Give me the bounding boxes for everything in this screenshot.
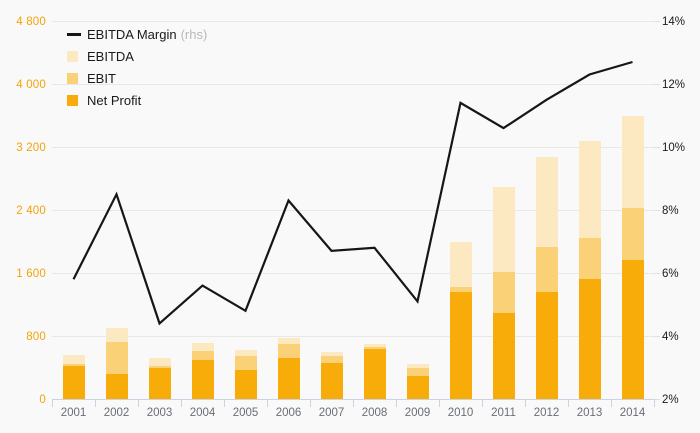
x-axis-label: 2010: [447, 407, 474, 419]
bar-segment-net-profit-2003: [148, 367, 171, 399]
x-axis-label: 2009: [404, 407, 431, 419]
bar-segment-net-profit-2013: [578, 279, 601, 399]
bar-segment-net-profit-2008: [363, 348, 386, 399]
x-axis-label: 2007: [318, 407, 345, 419]
x-axis-tick: [138, 400, 139, 407]
x-axis-label: 2005: [232, 407, 259, 419]
x-axis-line: [52, 399, 655, 400]
legend-item-ebitda-margin: EBITDA Margin (rhs): [67, 26, 207, 42]
legend-label-ebitda: EBITDA: [87, 48, 134, 64]
y-axis-tick-right: [654, 84, 660, 85]
y-axis-tick-right: [654, 399, 660, 400]
bar-segment-net-profit-2011: [492, 313, 515, 399]
x-axis-label: 2003: [146, 407, 173, 419]
bar-segment-net-profit-2002: [105, 374, 128, 399]
legend-item-net-profit: Net Profit: [67, 92, 207, 108]
x-axis-tick: [439, 400, 440, 407]
x-axis-tick: [310, 400, 311, 407]
gridline: [52, 147, 654, 148]
y-axis-label-right: 14%: [662, 15, 686, 28]
y-axis-tick-right: [654, 147, 660, 148]
x-axis-tick: [654, 400, 655, 407]
bar-segment-net-profit-2009: [406, 376, 429, 399]
line-swatch-icon: [67, 32, 81, 36]
x-axis-label: 2011: [491, 407, 516, 419]
x-axis-label: 2012: [533, 407, 560, 419]
y-axis-tick-right: [654, 273, 660, 274]
x-axis-label: 2001: [60, 407, 87, 419]
gridline: [52, 21, 654, 22]
y-axis-label-left: 2 400: [16, 204, 46, 217]
bar-segment-net-profit-2007: [320, 362, 343, 399]
gridline: [52, 210, 654, 211]
x-axis-label: 2008: [361, 407, 388, 419]
x-axis-tick: [224, 400, 225, 407]
legend: EBITDA Margin (rhs) EBITDA EBIT Net Prof…: [67, 26, 207, 114]
y-axis-label-right: 2%: [662, 393, 679, 406]
x-axis-tick: [181, 400, 182, 407]
y-axis-label-left: 1 600: [16, 267, 46, 280]
ebit-swatch-icon: [67, 72, 78, 84]
x-axis-label: 2004: [189, 407, 216, 419]
bar-segment-net-profit-2006: [277, 358, 300, 399]
y-axis-label-right: 10%: [662, 141, 686, 154]
x-axis-tick: [353, 400, 354, 407]
legend-label-net-profit: Net Profit: [87, 92, 142, 108]
bar-segment-net-profit-2001: [62, 365, 85, 399]
bar-segment-net-profit-2010: [449, 291, 472, 399]
bar-segment-net-profit-2005: [234, 370, 257, 399]
y-axis-label-right: 8%: [662, 204, 679, 217]
y-axis-label-left: 800: [26, 330, 46, 343]
ebitda-swatch-icon: [67, 50, 78, 62]
y-axis-label-right: 6%: [662, 267, 679, 280]
bar-segment-net-profit-2014: [621, 259, 644, 399]
y-axis-label-left: 0: [39, 393, 46, 406]
y-axis-label-left: 4 800: [16, 15, 46, 28]
x-axis-tick: [95, 400, 96, 407]
y-axis-tick-right: [654, 336, 660, 337]
y-axis-tick-right: [654, 210, 660, 211]
legend-item-ebitda: EBITDA: [67, 48, 207, 64]
bar-segment-net-profit-2012: [535, 291, 558, 399]
legend-label-ebit: EBIT: [87, 70, 116, 86]
x-axis-tick: [611, 400, 612, 407]
x-axis-tick: [525, 400, 526, 407]
x-axis-label: 2002: [103, 407, 130, 419]
x-axis-tick: [568, 400, 569, 407]
x-axis-tick: [482, 400, 483, 407]
bar-segment-net-profit-2004: [191, 359, 214, 399]
legend-label-ebitda-margin: EBITDA Margin: [87, 26, 177, 42]
x-axis-label: 2013: [576, 407, 603, 419]
x-axis-tick: [52, 400, 53, 407]
x-axis-tick: [267, 400, 268, 407]
x-axis-label: 2006: [275, 407, 302, 419]
y-axis-label-right: 12%: [662, 78, 686, 91]
y-axis-label-left: 4 000: [16, 78, 46, 91]
y-axis-tick-right: [654, 21, 660, 22]
x-axis-label: 2014: [619, 407, 646, 419]
legend-label-rhs-suffix: (rhs): [180, 26, 208, 42]
y-axis-label-right: 4%: [662, 330, 679, 343]
net-profit-swatch-icon: [67, 94, 78, 106]
y-axis-label-left: 3 200: [16, 141, 46, 154]
gridline: [52, 273, 654, 274]
gridline: [52, 336, 654, 337]
x-axis-tick: [396, 400, 397, 407]
legend-item-ebit: EBIT: [67, 70, 207, 86]
